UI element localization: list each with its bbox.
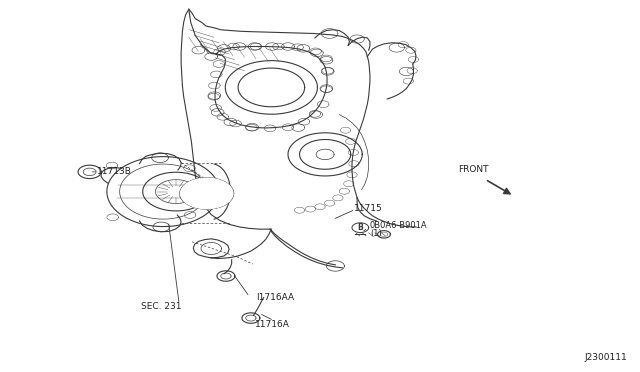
Text: B: B [358, 223, 363, 232]
Text: 11715: 11715 [354, 204, 383, 213]
Text: 11713B: 11713B [97, 167, 132, 176]
Text: J2300111: J2300111 [584, 353, 627, 362]
Text: FRONT: FRONT [458, 165, 489, 174]
Text: I1716AA: I1716AA [256, 293, 294, 302]
Text: (1): (1) [371, 229, 382, 238]
Text: 11716A: 11716A [255, 320, 289, 329]
Circle shape [180, 178, 233, 209]
Text: 0B0A6-B901A: 0B0A6-B901A [369, 221, 427, 230]
Text: SEC. 231: SEC. 231 [141, 302, 182, 311]
